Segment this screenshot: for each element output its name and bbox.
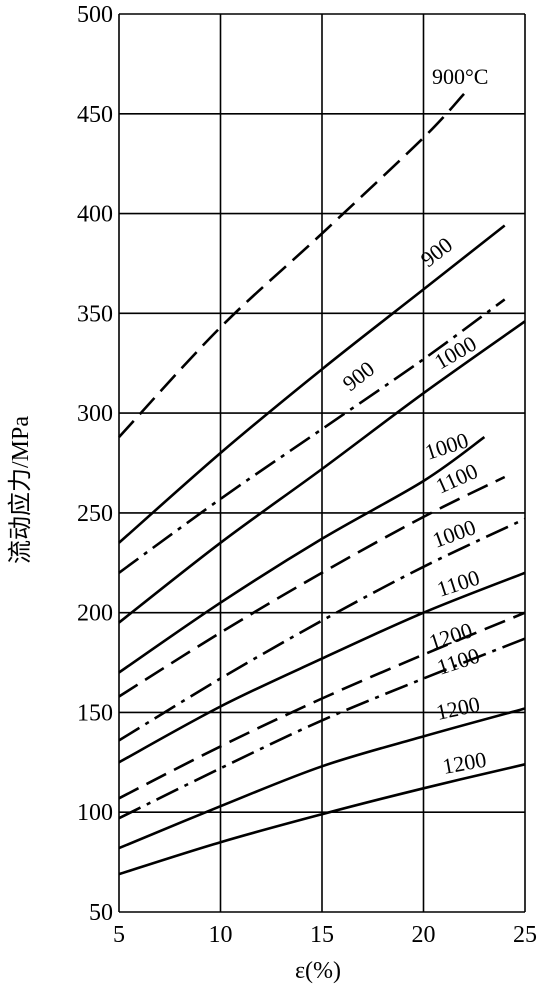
curve-label: 1100 — [434, 565, 483, 602]
curve-label: 1000 — [429, 514, 479, 553]
series-line-6 — [118, 517, 526, 742]
series-line-7 — [118, 571, 526, 764]
x-axis-label: ε(%) — [295, 958, 341, 984]
series-line-0 — [118, 92, 466, 438]
y-tick-label: 50 — [89, 900, 113, 926]
y-tick-label: 100 — [77, 800, 113, 826]
series-line-5 — [118, 475, 506, 698]
y-tick-label: 400 — [77, 202, 113, 228]
series-line-4 — [118, 436, 486, 674]
curve-label: 1200 — [434, 691, 482, 725]
x-tick-label: 25 — [513, 922, 537, 948]
y-tick-label: 150 — [77, 700, 113, 726]
curve-label: 1000 — [422, 427, 472, 464]
series-line-10 — [118, 707, 526, 850]
curve-label: 1000 — [430, 331, 481, 375]
series-line-8 — [118, 611, 526, 800]
grid — [118, 13, 526, 913]
y-tick-label: 300 — [77, 401, 113, 427]
curve-label: 900°C — [432, 64, 488, 89]
x-tick-label: 5 — [113, 922, 125, 948]
curve-label: 900 — [338, 356, 379, 396]
series-line-2 — [118, 320, 526, 624]
x-tick-label: 20 — [412, 922, 436, 948]
series-line-9 — [118, 637, 526, 820]
y-axis-label: 流动应力/MPa — [7, 416, 34, 564]
y-tick-label: 250 — [77, 501, 113, 527]
curve-label: 900 — [416, 232, 457, 272]
x-tick-label: 10 — [209, 922, 233, 948]
y-tick-label: 350 — [77, 301, 113, 327]
tick-labels: 5 10 15 20 25 50 100 150 200 250 300 350 400 450 500 — [77, 2, 537, 948]
series-line-11 — [118, 763, 526, 876]
y-tick-label: 200 — [77, 601, 113, 627]
x-tick-label: 15 — [310, 922, 334, 948]
series-line-3 — [118, 298, 506, 574]
series-group — [118, 92, 526, 876]
series-line-1 — [118, 224, 506, 544]
curve-labels: 900°C90090010001000110010001100120011001… — [338, 64, 489, 779]
y-tick-label: 500 — [77, 2, 113, 28]
y-tick-label: 450 — [77, 102, 113, 128]
